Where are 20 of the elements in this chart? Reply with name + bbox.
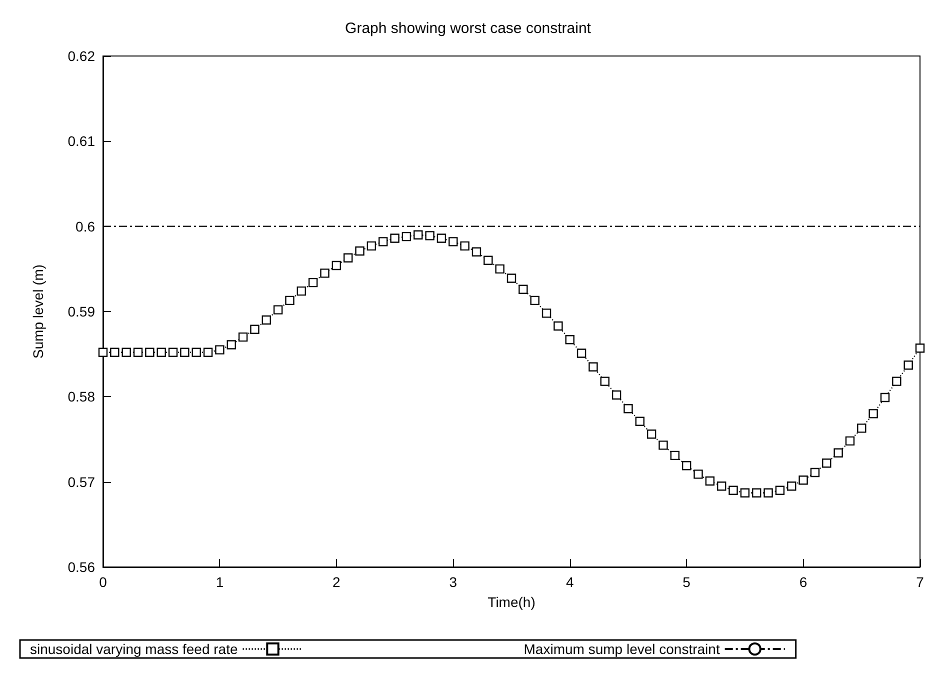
x-tick-label: 3	[449, 574, 458, 590]
y-tick-label: 0.56	[68, 559, 96, 575]
legend-label: Maximum sump level constraint	[524, 641, 720, 657]
y-tick-label: 0.6	[76, 218, 96, 234]
x-tick-label: 5	[682, 574, 691, 590]
legend-label: sinusoidal varying mass feed rate	[30, 641, 238, 657]
y-tick-label: 0.61	[68, 133, 96, 150]
y-axis-title: Sump level (m)	[30, 264, 46, 359]
y-tick-label: 0.62	[68, 48, 96, 64]
x-tick-label: 6	[799, 574, 808, 590]
x-tick-label: 0	[99, 574, 108, 590]
x-tick-label: 7	[916, 574, 924, 590]
x-tick-label: 4	[566, 574, 574, 590]
x-axis-title: Time(h)	[488, 594, 536, 610]
x-tick-label: 2	[332, 574, 341, 590]
y-tick-label: 0.59	[68, 304, 96, 320]
y-tick-label: 0.58	[68, 388, 96, 405]
y-tick-label: 0.57	[68, 474, 96, 490]
x-tick-label: 1	[216, 574, 224, 590]
chart-title: Graph showing worst case constraint	[345, 20, 592, 37]
